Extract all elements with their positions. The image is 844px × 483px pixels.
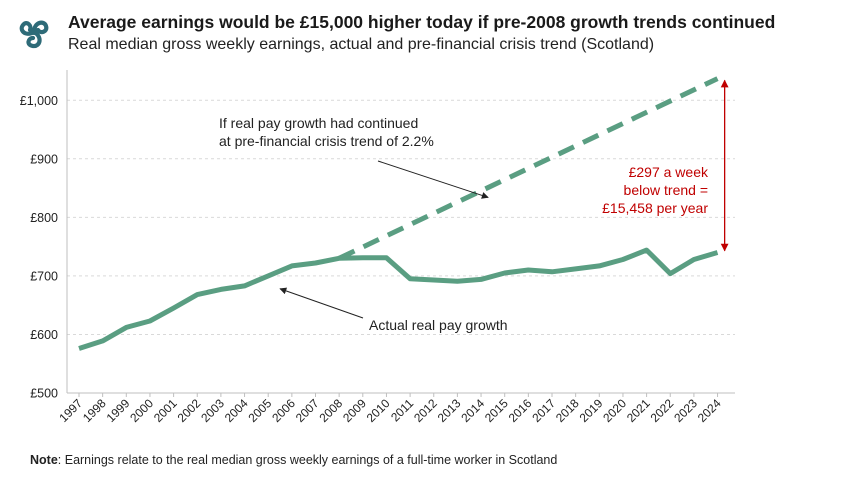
footnote: Note: Earnings relate to the real median… — [30, 453, 557, 467]
x-tick-label: 2024 — [695, 396, 724, 425]
trend-series-line — [338, 76, 719, 261]
y-tick-label: £500 — [30, 387, 58, 401]
y-tick-label: £1,000 — [20, 94, 58, 108]
footnote-label: Note — [30, 453, 58, 467]
x-tick-label: 2012 — [411, 396, 440, 425]
chart-subtitle: Real median gross weekly earnings, actua… — [68, 36, 655, 53]
x-tick-label: 2020 — [600, 396, 629, 425]
x-tick-label: 2004 — [222, 396, 251, 425]
x-tick-label: 2008 — [316, 396, 345, 425]
y-tick-label: £700 — [30, 269, 58, 283]
x-tick-label: 2017 — [529, 396, 558, 425]
x-tick-label: 2002 — [175, 396, 204, 425]
x-tick-label: 2015 — [482, 396, 511, 425]
x-tick-label: 2005 — [246, 396, 275, 425]
x-tick-label: 2022 — [648, 396, 677, 425]
x-tick-label: 2011 — [388, 396, 416, 424]
trend-annotation-line: If real pay growth had continued — [219, 115, 418, 131]
footnote-text: : Earnings relate to the real median gro… — [57, 453, 558, 467]
gap-annotation-line: £15,458 per year — [602, 200, 708, 216]
triskele-logo-icon — [19, 20, 49, 49]
trend-annotation-arrow — [377, 160, 489, 199]
y-tick-label: £800 — [30, 211, 58, 225]
actual-series-line — [78, 247, 719, 351]
trend-annotation-label: If real pay growth had continued at pre-f… — [219, 115, 434, 149]
gap-annotation-line: below trend = — [624, 182, 708, 198]
chart-title: Average earnings would be £15,000 higher… — [68, 12, 776, 32]
x-tick-label: 2013 — [435, 396, 464, 425]
gap-annotation-label: £297 a week below trend = £15,458 per year — [602, 164, 709, 216]
x-tick-label: 2019 — [577, 396, 606, 425]
x-tick-label: 2018 — [553, 396, 582, 425]
line-chart: £500£600£700£800£900£1,000 1997199819992… — [20, 70, 735, 425]
x-tick-label: 1997 — [56, 396, 85, 425]
y-tick-label: £600 — [30, 328, 58, 342]
x-tick-label: 2001 — [151, 396, 180, 425]
x-tick-label: 2023 — [671, 396, 700, 425]
actual-annotation-label: Actual real pay growth — [369, 317, 508, 333]
x-tick-label: 2003 — [198, 396, 227, 425]
x-tick-label: 2021 — [624, 396, 653, 425]
gap-annotation-line: £297 a week — [629, 164, 709, 180]
actual-annotation-arrow — [279, 287, 364, 319]
x-tick-label: 2000 — [127, 396, 156, 425]
x-tick-label: 2009 — [340, 396, 369, 425]
trend-annotation-line: at pre-financial crisis trend of 2.2% — [219, 133, 434, 149]
x-tick-label: 2014 — [458, 396, 487, 425]
x-tick-label: 2010 — [364, 396, 393, 425]
x-tick-label: 2006 — [269, 396, 298, 425]
x-tick-label: 1998 — [80, 396, 109, 425]
x-tick-label: 2016 — [506, 396, 535, 425]
x-tick-label: 2007 — [293, 396, 322, 425]
x-tick-label: 1999 — [104, 396, 133, 425]
y-tick-label: £900 — [30, 152, 58, 166]
